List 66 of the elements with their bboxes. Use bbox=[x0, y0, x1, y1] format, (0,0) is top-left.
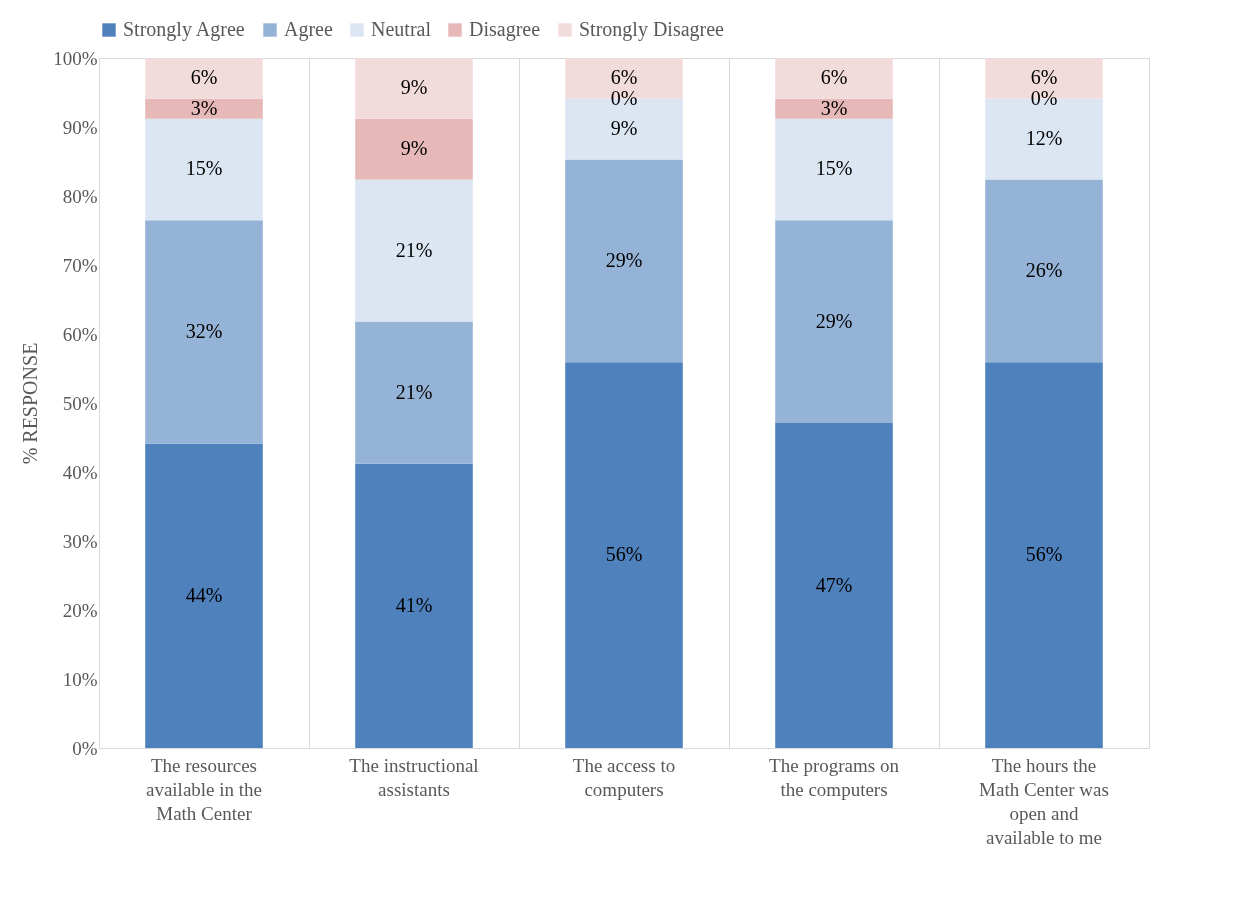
bar bbox=[775, 220, 893, 424]
data-label: 29% bbox=[605, 248, 643, 271]
data-label: 47% bbox=[815, 573, 853, 596]
data-label: 41% bbox=[395, 593, 433, 616]
y-tick-label: 10% bbox=[62, 668, 98, 690]
bar bbox=[355, 118, 473, 180]
bar bbox=[985, 179, 1103, 363]
y-tick-label: 100% bbox=[53, 47, 98, 69]
data-label: 21% bbox=[395, 238, 433, 261]
bar bbox=[355, 58, 473, 119]
data-label: 12% bbox=[1025, 127, 1063, 150]
x-tick-label: The programs on the computers bbox=[769, 754, 900, 800]
bar bbox=[775, 58, 893, 99]
bar bbox=[775, 98, 893, 119]
data-label: 3% bbox=[820, 96, 848, 119]
data-label: 29% bbox=[815, 309, 853, 332]
bar bbox=[355, 463, 473, 748]
data-label: 6% bbox=[190, 66, 218, 89]
bar bbox=[355, 179, 473, 322]
bar bbox=[145, 98, 263, 119]
data-label: 6% bbox=[820, 66, 848, 89]
bar bbox=[985, 362, 1103, 748]
data-label: 3% bbox=[190, 96, 218, 119]
legend-label: Neutral bbox=[371, 18, 432, 40]
legend-label: Agree bbox=[284, 18, 333, 41]
data-label: 9% bbox=[400, 76, 428, 99]
data-label: 9% bbox=[610, 117, 638, 140]
data-label: 15% bbox=[185, 157, 223, 180]
data-label: 6% bbox=[1030, 66, 1058, 89]
data-label: 32% bbox=[185, 319, 223, 342]
y-tick-label: 0% bbox=[72, 737, 98, 759]
data-label: 0% bbox=[610, 86, 638, 109]
data-label: 15% bbox=[815, 157, 853, 180]
bar bbox=[775, 118, 893, 221]
y-tick-label: 50% bbox=[62, 392, 98, 414]
y-tick-label: 60% bbox=[62, 323, 98, 345]
data-label: 6% bbox=[610, 66, 638, 89]
bar bbox=[355, 321, 473, 464]
data-label: 56% bbox=[1025, 543, 1063, 566]
y-tick-label: 90% bbox=[62, 116, 98, 138]
legend-label: Strongly Agree bbox=[123, 18, 245, 41]
y-tick-label: 70% bbox=[62, 254, 98, 276]
bar bbox=[145, 220, 263, 444]
y-tick-label: 20% bbox=[62, 599, 98, 621]
data-label: 0% bbox=[1030, 86, 1058, 109]
data-label: 56% bbox=[605, 543, 643, 566]
y-axis-title: % RESPONSE bbox=[19, 342, 42, 465]
data-label: 44% bbox=[185, 583, 223, 606]
bar bbox=[145, 118, 263, 221]
x-tick-label: The hours the Math Center was open and available to me bbox=[979, 754, 1109, 848]
bar bbox=[565, 362, 683, 748]
data-label: 26% bbox=[1025, 258, 1063, 281]
data-label: 9% bbox=[400, 137, 428, 160]
y-tick-label: 30% bbox=[62, 530, 98, 552]
data-label: 21% bbox=[395, 380, 433, 403]
bar bbox=[145, 443, 263, 748]
bar bbox=[145, 58, 263, 99]
x-tick-label: The resources available in the Math Center bbox=[145, 754, 263, 824]
legend-label: Strongly Disagree bbox=[579, 18, 725, 41]
x-tick-label: The access to computers bbox=[572, 754, 676, 800]
y-tick-label: 40% bbox=[62, 461, 98, 483]
x-tick-label: The instructional assistants bbox=[349, 754, 479, 800]
y-tick-label: 80% bbox=[62, 185, 98, 207]
bar bbox=[565, 159, 683, 363]
legend-label: Disagree bbox=[469, 18, 541, 41]
bar bbox=[775, 423, 893, 748]
